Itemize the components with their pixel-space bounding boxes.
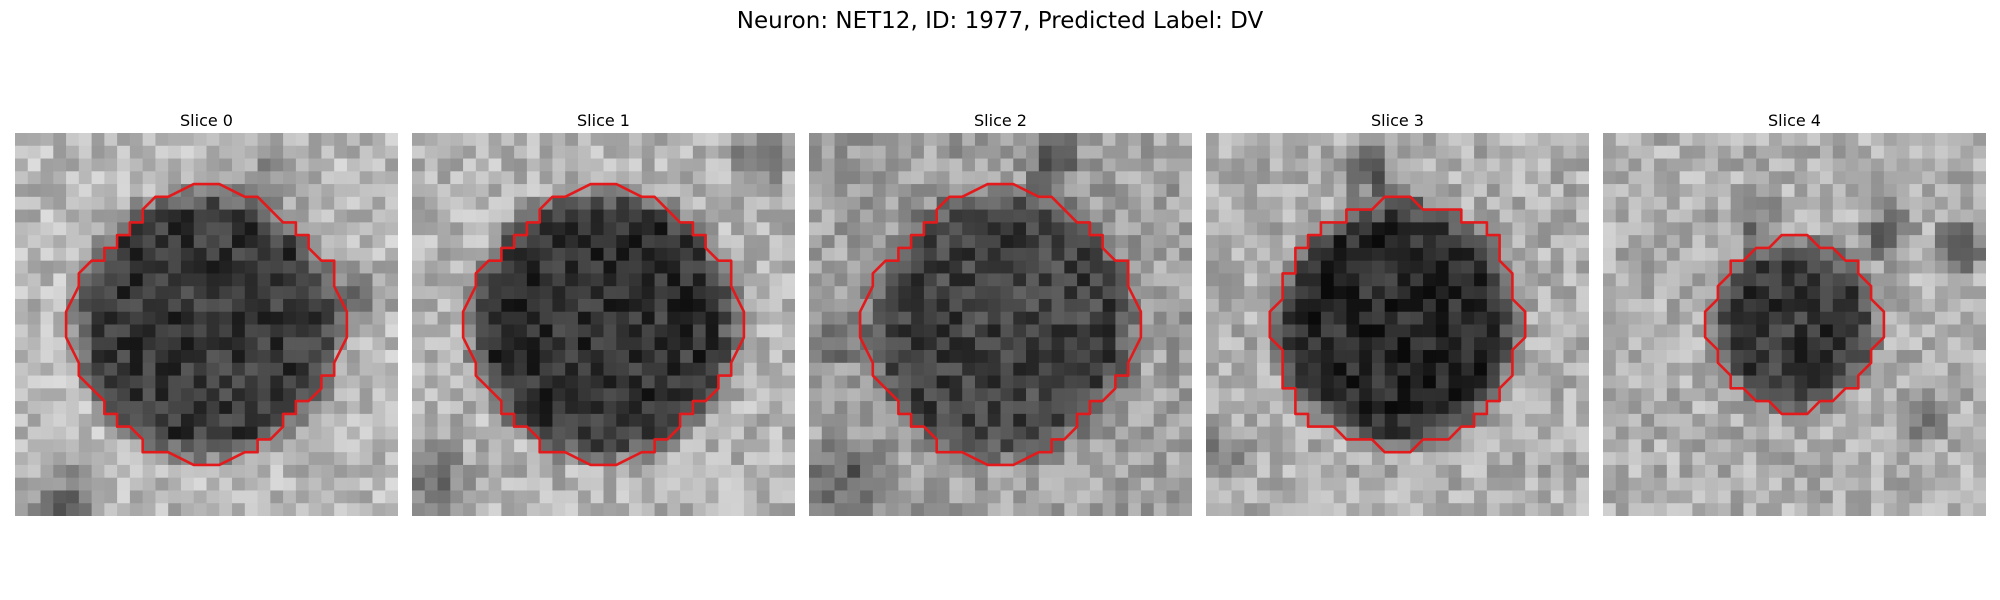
pixel-grid	[809, 133, 1192, 516]
slice-panel-2: Slice 2	[809, 110, 1192, 516]
slice-title: Slice 0	[180, 111, 233, 130]
segmentation-contour	[858, 182, 1143, 467]
slice-panel-4: Slice 4	[1603, 110, 1986, 516]
slice-title: Slice 1	[577, 111, 630, 130]
slice-image-0	[15, 133, 398, 516]
slice-image-4	[1603, 133, 1986, 516]
slice-panel-0: Slice 0	[15, 110, 398, 516]
pixel-grid	[412, 133, 795, 516]
slice-image-3	[1206, 133, 1589, 516]
slice-panel-1: Slice 1	[412, 110, 795, 516]
segmentation-contour	[1268, 195, 1527, 454]
slice-panel-3: Slice 3	[1206, 110, 1589, 516]
slice-title: Slice 4	[1768, 111, 1821, 130]
pixel-grid	[15, 133, 398, 516]
slice-image-1	[412, 133, 795, 516]
segmentation-contour	[461, 182, 746, 467]
pixel-grid	[1206, 133, 1589, 516]
segmentation-contour	[64, 182, 349, 467]
slice-title: Slice 2	[974, 111, 1027, 130]
segmentation-contour	[1703, 233, 1886, 416]
figure-title: Neuron: NET12, ID: 1977, Predicted Label…	[736, 8, 1264, 34]
slice-title: Slice 3	[1371, 111, 1424, 130]
pixel-grid	[1603, 133, 1986, 516]
slice-image-2	[809, 133, 1192, 516]
